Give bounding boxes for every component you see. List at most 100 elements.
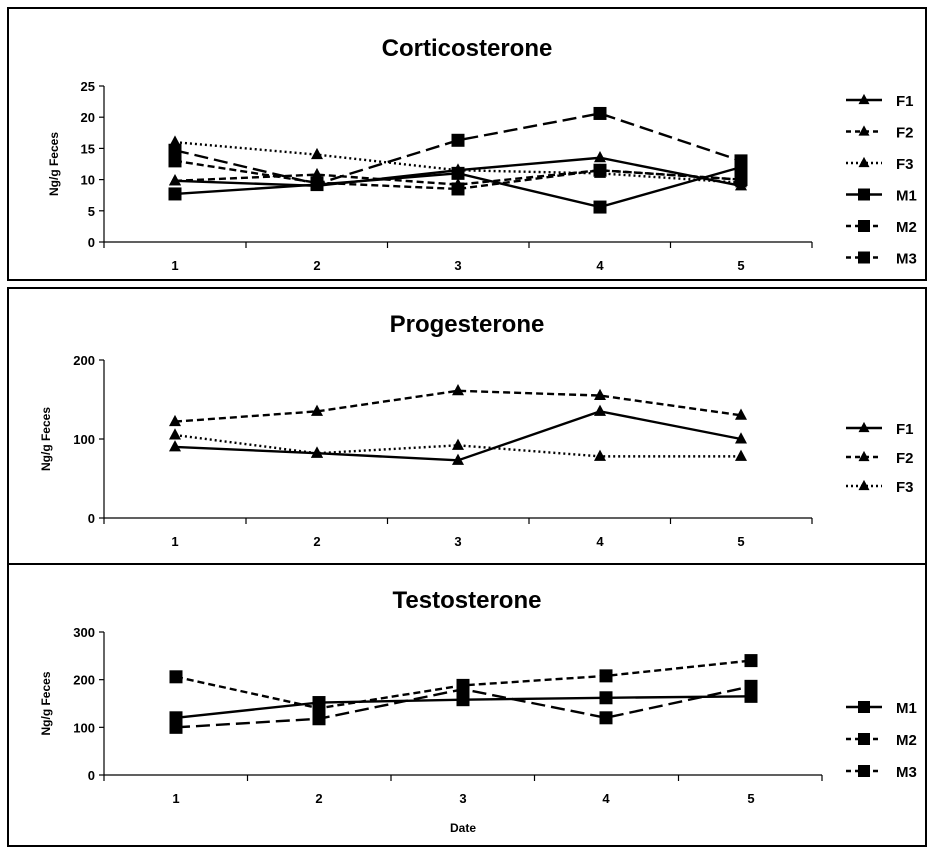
x-tick-label: 3	[454, 258, 461, 273]
legend-label: M3	[896, 764, 917, 781]
y-tick-label: 100	[73, 720, 95, 735]
data-point	[456, 682, 470, 696]
x-tick-label: 5	[747, 791, 754, 806]
chart-panel-2: Progesterone 0 100 200 1 2 3 4 5 Ng/g Feces F1 F2 F3	[7, 287, 927, 565]
data-point	[311, 404, 323, 416]
legend-marker	[858, 701, 870, 713]
x-tick-label: 3	[454, 534, 461, 549]
data-point	[735, 449, 747, 461]
chart-title: Progesterone	[390, 311, 545, 338]
chart-title: Testosterone	[393, 587, 542, 614]
x-tick-label: 2	[313, 258, 320, 273]
legend-label: M3	[896, 251, 917, 268]
legend-item-F3: F3	[846, 156, 914, 173]
legend-marker	[858, 125, 870, 136]
legend-label: F3	[896, 479, 914, 496]
legend-marker	[858, 251, 870, 264]
data-point	[744, 689, 758, 703]
x-tick-label: 3	[459, 791, 466, 806]
series-line	[174, 433, 741, 458]
data-point	[594, 449, 606, 461]
legend-item-F2: F2	[846, 450, 914, 467]
data-point	[168, 143, 182, 157]
data-point	[169, 720, 183, 734]
x-tick-label: 1	[171, 534, 178, 549]
legend-item-M3: M3	[846, 764, 917, 781]
data-point	[311, 147, 323, 160]
y-tick-label: 300	[73, 625, 95, 640]
data-point	[734, 154, 748, 168]
data-point	[594, 404, 606, 416]
data-point	[311, 446, 323, 458]
x-tick-label: 2	[313, 534, 320, 549]
data-point	[452, 384, 464, 396]
y-tick-label: 25	[81, 79, 95, 94]
data-point	[169, 440, 181, 452]
data-point	[599, 711, 613, 725]
legend-label: M1	[896, 700, 917, 717]
legend-item-F1: F1	[846, 421, 914, 438]
x-tick-label: 1	[172, 791, 179, 806]
legend-marker	[858, 188, 870, 201]
legend-item-F3: F3	[846, 479, 914, 496]
y-tick-label: 200	[73, 353, 95, 368]
legend-marker	[858, 220, 870, 232]
y-tick-label: 15	[81, 141, 95, 156]
y-tick-label: 0	[88, 511, 95, 526]
legend-item-M2: M2	[846, 219, 917, 236]
data-point	[735, 408, 747, 420]
y-tick-label: 0	[88, 235, 95, 250]
data-point	[599, 669, 613, 683]
y-tick-label: 10	[81, 173, 95, 188]
y-axis-label: Ng/g Feces	[39, 407, 53, 471]
data-point	[593, 106, 607, 120]
data-point	[744, 679, 758, 693]
panel-border	[7, 563, 927, 847]
x-tick-label: 1	[171, 258, 178, 273]
data-point	[168, 187, 182, 201]
data-point	[452, 453, 464, 465]
legend-label: F2	[896, 125, 914, 142]
legend-label: F1	[896, 421, 914, 438]
series-line	[174, 410, 742, 462]
data-point	[169, 428, 181, 440]
data-point	[312, 701, 326, 715]
data-point	[744, 654, 758, 668]
x-tick-label: 2	[315, 791, 322, 806]
legend-marker	[858, 765, 870, 777]
y-tick-label: 100	[73, 432, 95, 447]
data-point	[451, 182, 465, 196]
legend-label: M2	[896, 732, 917, 749]
panel-border	[7, 7, 927, 281]
legend-marker	[858, 93, 870, 105]
series-M3	[169, 679, 758, 734]
legend-item-M1: M1	[846, 188, 917, 205]
y-axis-label: Ng/g Feces	[39, 671, 53, 735]
legend-label: F2	[896, 450, 914, 467]
data-point	[169, 174, 181, 186]
legend-marker	[858, 421, 870, 433]
series-F2	[169, 384, 747, 427]
legend-item-M1: M1	[846, 700, 917, 717]
data-point	[734, 173, 748, 187]
legend-label: F1	[896, 93, 914, 110]
y-axis-label: Ng/g Feces	[47, 132, 61, 196]
data-point	[593, 200, 607, 214]
legend-label: M2	[896, 219, 917, 236]
data-point	[451, 166, 465, 180]
legend-item-M2: M2	[846, 732, 917, 749]
series-line	[174, 389, 742, 423]
x-tick-label: 5	[737, 534, 744, 549]
data-point	[312, 712, 326, 726]
legend-marker	[858, 450, 870, 462]
data-point	[735, 432, 747, 444]
y-tick-label: 0	[88, 768, 95, 783]
data-point	[451, 133, 465, 147]
x-tick-label: 5	[737, 258, 744, 273]
data-point	[594, 388, 606, 401]
y-tick-label: 200	[73, 673, 95, 688]
series-line	[174, 159, 742, 191]
legend-label: M1	[896, 188, 917, 205]
series-F3	[169, 428, 747, 461]
legend-marker	[858, 156, 870, 168]
